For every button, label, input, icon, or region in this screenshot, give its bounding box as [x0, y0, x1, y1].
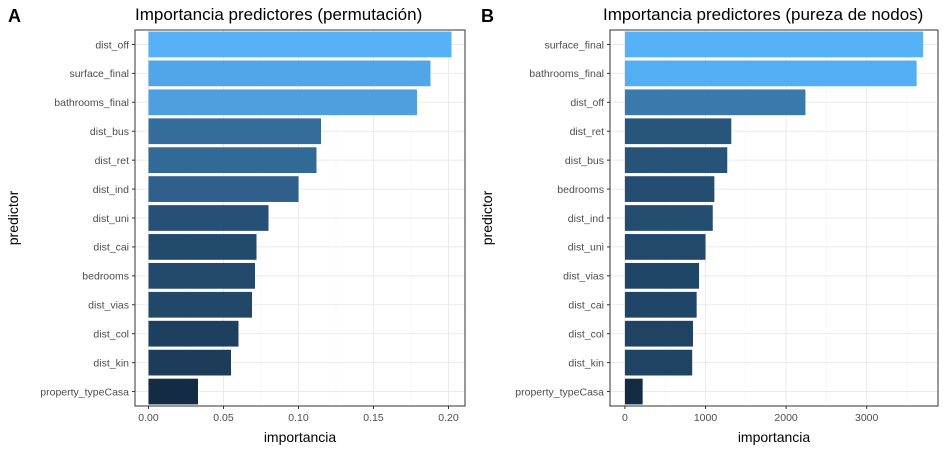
x-tick-labels: 0 1000 2000 3000 [622, 406, 879, 424]
y-tick-label: property_typeCasa [40, 386, 129, 398]
bar-dist-cai [624, 291, 697, 318]
bar-dist-bus [148, 118, 321, 145]
bar-dist-off [148, 31, 452, 58]
y-tick-label: dist_col [93, 328, 129, 340]
y-tick-label: bedrooms [557, 184, 604, 196]
x-tick-label: 0.15 [363, 412, 384, 424]
y-tick-label: bedrooms [82, 271, 129, 283]
chart-panel-b: B Importancia predictores (pureza de nodo… [479, 5, 939, 445]
x-axis-title: importancia [738, 429, 811, 445]
bar-dist-ind [148, 176, 299, 202]
y-tick-label: dist_cai [93, 242, 129, 254]
bar-bathrooms-final [624, 60, 917, 87]
x-tick-labels: 0.00 0.05 0.10 0.15 0.20 [138, 406, 459, 424]
y-tick-label: dist_ret [95, 155, 130, 167]
x-tick-label: 0.20 [438, 412, 459, 424]
bar-property-typecasa [624, 378, 643, 405]
x-tick-label: 3000 [855, 412, 879, 424]
chart-panel-a: A Importancia predictores (permutación)di… [5, 5, 466, 445]
y-tick-labels: surface_final bathrooms_final dist_offdist… [515, 39, 610, 398]
y-tick-label: dist_ind [568, 213, 604, 225]
chart-title: Importancia predictores (pureza de nodos… [603, 5, 923, 24]
bar-dist-ret [148, 147, 317, 174]
y-tick-label: dist_ind [93, 184, 129, 196]
bar-dist-ind [624, 205, 713, 231]
chart-title: Importancia predictores (permutación) [135, 5, 422, 24]
bar-surface-final [624, 31, 924, 58]
x-tick-label: 2000 [774, 412, 798, 424]
y-tick-label: dist_ret [570, 126, 605, 138]
x-tick-label: 0.05 [213, 412, 234, 424]
y-tick-label: dist_col [568, 328, 604, 340]
y-tick-label: dist_cai [568, 300, 604, 312]
y-tick-label: surface_final [69, 68, 129, 80]
y-tick-label: dist_bus [90, 126, 129, 138]
y-tick-label: dist_kin [93, 357, 129, 369]
bar-dist-col [148, 320, 239, 347]
y-tick-label: dist_vias [563, 271, 604, 283]
bars [624, 31, 924, 405]
y-tick-label: bathrooms_final [529, 68, 604, 80]
y-tick-label: dist_kin [568, 357, 604, 369]
bar-property-typecasa [148, 378, 198, 405]
bar-dist-bus [624, 147, 728, 174]
x-tick-label: 0.00 [138, 412, 159, 424]
y-tick-label: dist_off [95, 39, 129, 51]
bar-bathrooms-final [148, 89, 417, 116]
y-tick-label: dist_uni [93, 213, 129, 225]
bar-dist-ret [624, 118, 732, 145]
bar-dist-cai [148, 234, 257, 260]
panel-border [134, 29, 466, 407]
x-tick-label: 0.10 [288, 412, 309, 424]
panel-border [609, 29, 939, 407]
y-tick-label: property_typeCasa [515, 386, 604, 398]
y-tick-label: surface_final [544, 39, 604, 51]
y-tick-label: bathrooms_final [54, 97, 129, 109]
panel-label: A [8, 6, 21, 26]
bar-dist-uni [148, 205, 269, 231]
panel-label: B [481, 6, 494, 26]
bar-dist-kin [148, 349, 231, 376]
bars [148, 31, 452, 405]
y-tick-label: dist_bus [565, 155, 604, 167]
x-tick-label: 0 [622, 412, 628, 424]
y-axis-title: predictor [5, 190, 21, 245]
bar-bedrooms [624, 176, 715, 202]
y-axis-title: predictor [479, 190, 495, 245]
bar-dist-off [624, 89, 806, 116]
bar-dist-uni [624, 234, 706, 260]
bar-bedrooms [148, 262, 255, 289]
y-tick-label: dist_uni [568, 242, 604, 254]
bar-dist-vias [624, 262, 700, 289]
y-tick-labels: dist_off surface_final bathrooms_finaldist… [40, 39, 135, 398]
x-tick-label: 1000 [694, 412, 718, 424]
x-axis-title: importancia [264, 429, 337, 445]
bar-surface-final [148, 60, 431, 87]
bar-dist-kin [624, 349, 693, 376]
bar-dist-col [624, 320, 694, 347]
y-tick-label: dist_off [570, 97, 604, 109]
bar-dist-vias [148, 291, 252, 318]
y-tick-label: dist_vias [88, 300, 129, 312]
